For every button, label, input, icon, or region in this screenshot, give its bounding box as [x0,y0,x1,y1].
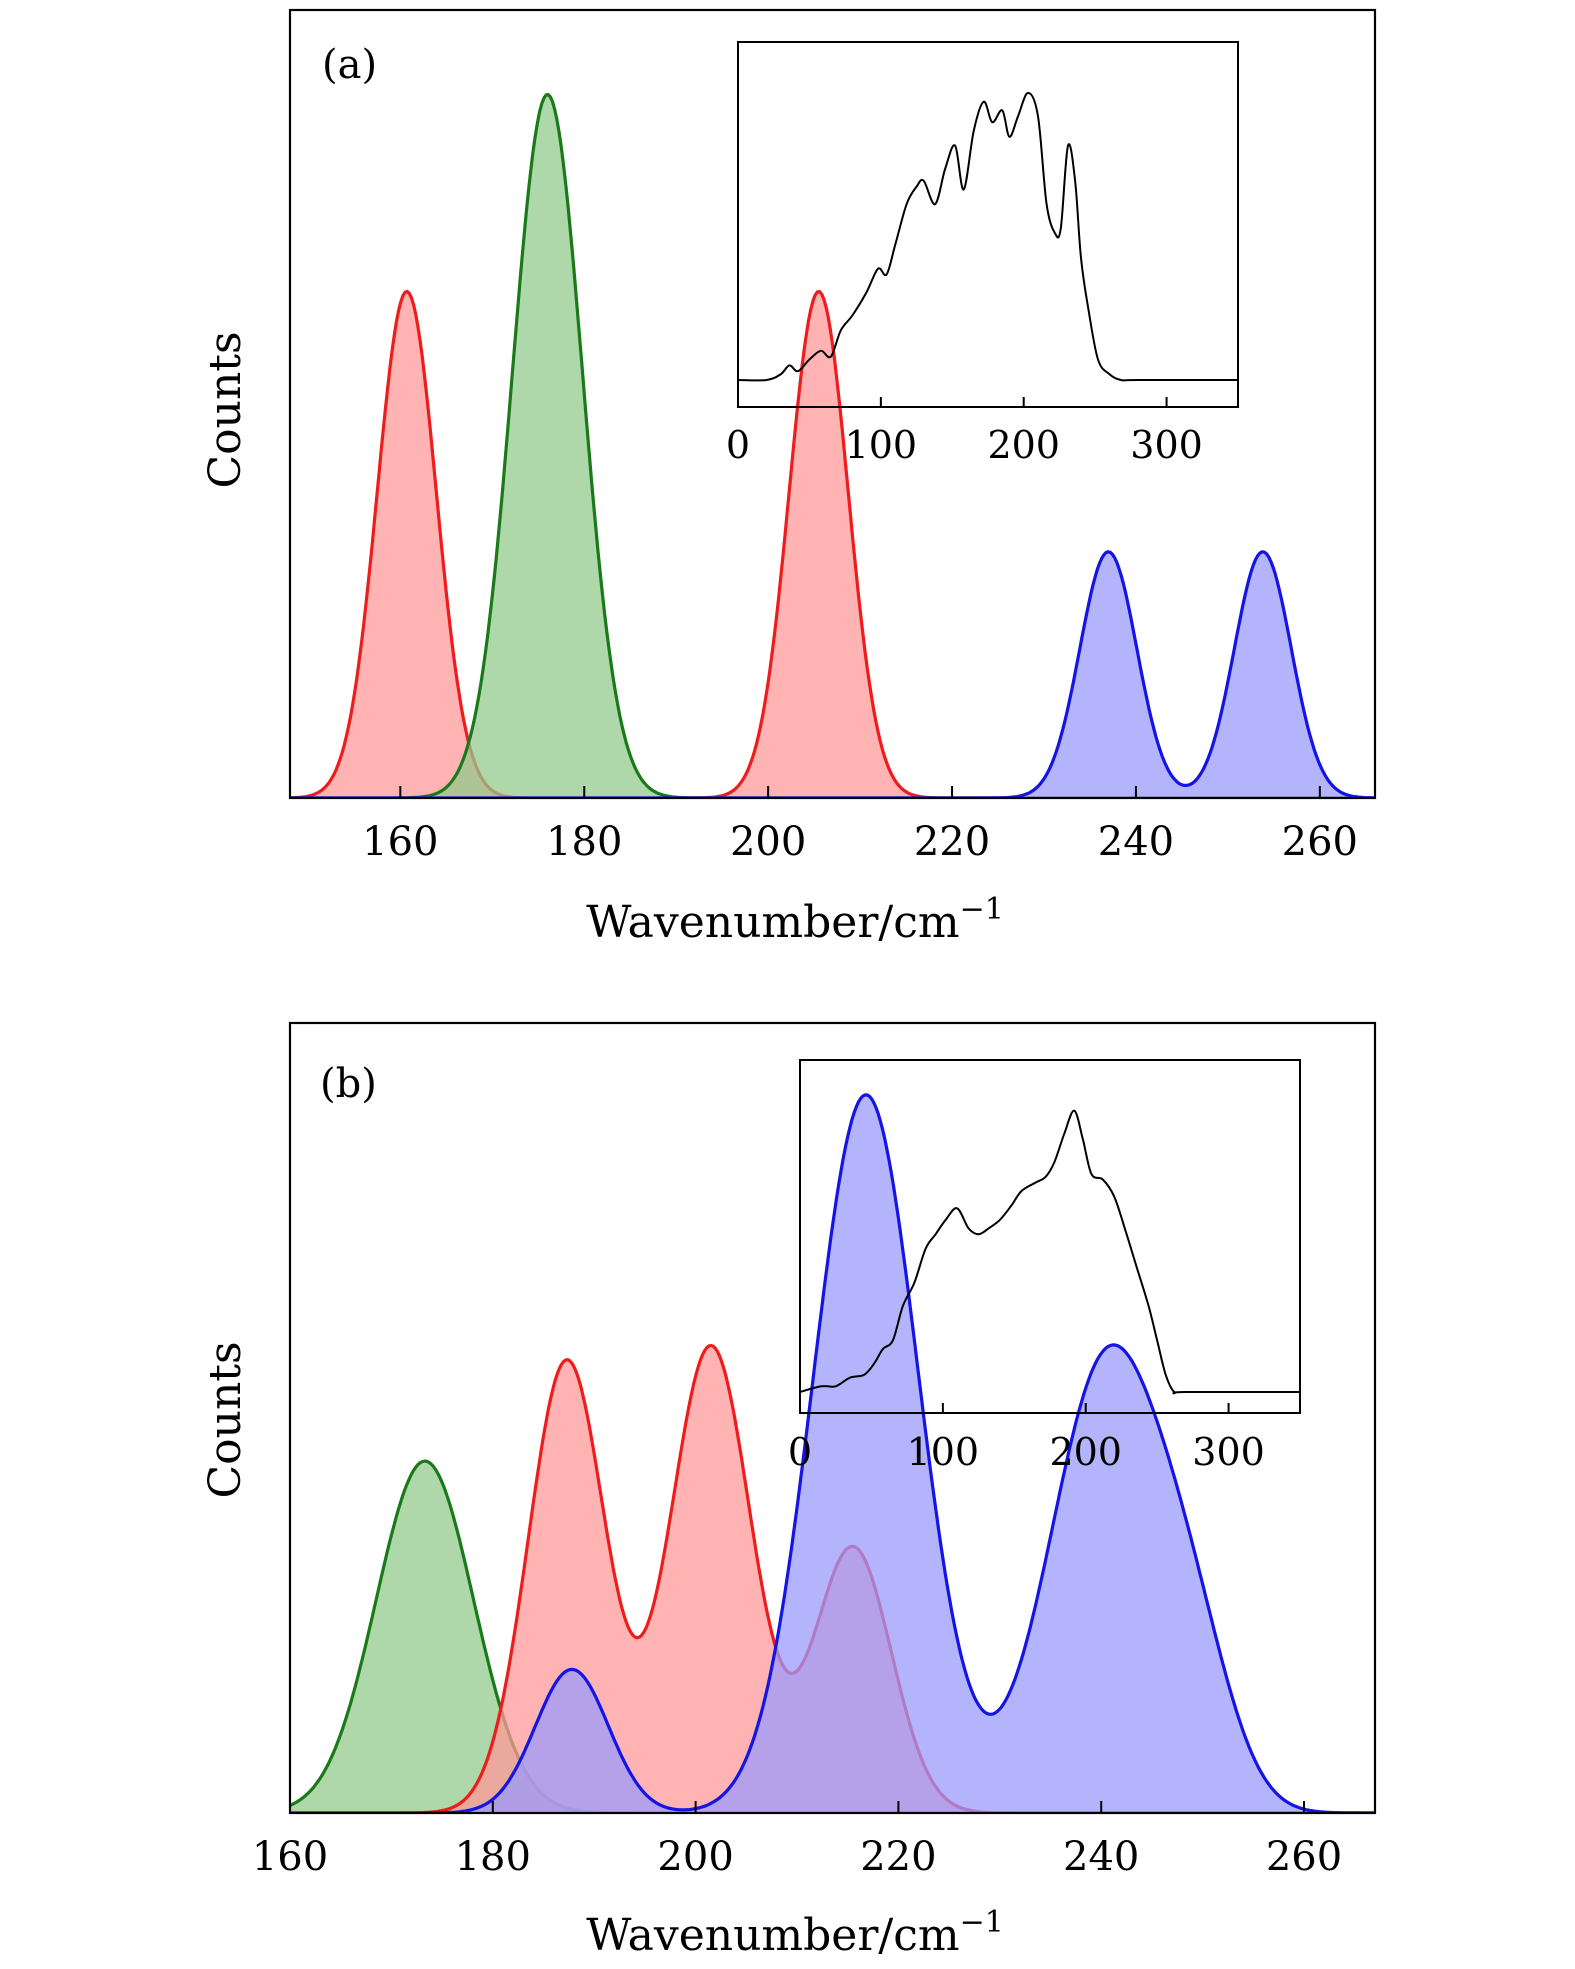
panel-b-plot-area [290,1093,1375,1813]
x-tick-label: 260 [1266,1834,1342,1880]
panel-a-red-area-0 [290,291,1375,798]
x-tick-label: 200 [657,1834,733,1880]
panel-a-x-ticks: 160 180 200 220 240 260 [362,786,1358,865]
inset-tick-label: 200 [1049,1430,1122,1474]
panel-a-xlabel-main: Wavenumber/cm [586,897,959,948]
inset-tick-label: 300 [1192,1430,1265,1474]
x-tick-label: 180 [455,1834,531,1880]
panel-a-blue-curve-2 [290,550,1375,798]
panel-b-label: (b) [320,1061,377,1107]
panel-a-ylabel: Counts [200,331,251,488]
inset-tick-label: 200 [987,423,1060,467]
panel-b-blue-area-2 [290,1094,1375,1813]
panel-a-green-area-1 [290,94,1375,798]
inset-tick-label: 300 [1130,423,1203,467]
panel-b-x-ticks: 160 180 200 220 240 260 [252,1801,1342,1880]
x-tick-label: 200 [730,819,806,865]
panel-a-frame [288,8,1377,800]
panel-b-inset-line [799,1109,1300,1395]
panel-b-ylabel: Counts [200,1341,251,1498]
panel-a-inset-frame [737,41,1239,408]
x-tick-label: 160 [252,1834,328,1880]
panel-b-xlabel-sup: −1 [960,1905,1004,1940]
inset-tick-label: 0 [726,423,750,467]
panel-b-blue-curve-2 [290,1093,1375,1813]
x-tick-label: 220 [860,1834,936,1880]
panel-b-inset-ticks: 0 100 200 300 [788,1403,1265,1474]
panel-b-xlabel: Wavenumber/cm−1 [586,1905,1004,1961]
x-tick-label: 260 [1282,819,1358,865]
panel-a-plot-area [290,92,1375,798]
panel-b-frame [288,1021,1377,1815]
panel-a-xlabel-sup: −1 [960,892,1004,927]
panel-b-xlabel-main: Wavenumber/cm [586,1910,959,1961]
inset-tick-label: 100 [845,423,918,467]
panel-b-inset: 0 100 200 300 [788,1059,1301,1474]
panel-a-green-curve-1 [290,92,1375,798]
panel-a-label: (a) [322,42,377,88]
inset-tick-label: 0 [788,1430,812,1474]
panel-a-blue-area-2 [290,551,1375,798]
panel-b-green-area-0 [290,1461,1375,1813]
x-tick-label: 240 [1098,819,1174,865]
panel-b: (b) 160 180 200 220 240 260 Counts Wavenumber… [200,1021,1377,1961]
x-tick-label: 160 [362,819,438,865]
panel-a-inset-ticks: 0 100 200 300 [726,397,1203,467]
x-tick-label: 240 [1063,1834,1139,1880]
panel-a-inset-line [737,91,1238,382]
panel-b-green-curve-0 [290,1459,1375,1813]
x-tick-label: 180 [546,819,622,865]
inset-tick-label: 100 [907,1430,980,1474]
panel-a: (a) 160 180 200 220 240 260 Counts Wavenumber… [200,8,1377,948]
x-tick-label: 220 [914,819,990,865]
panel-a-xlabel: Wavenumber/cm−1 [586,892,1004,948]
panel-a-inset: 0 100 200 300 [726,41,1239,467]
panel-b-inset-frame [799,1059,1301,1414]
